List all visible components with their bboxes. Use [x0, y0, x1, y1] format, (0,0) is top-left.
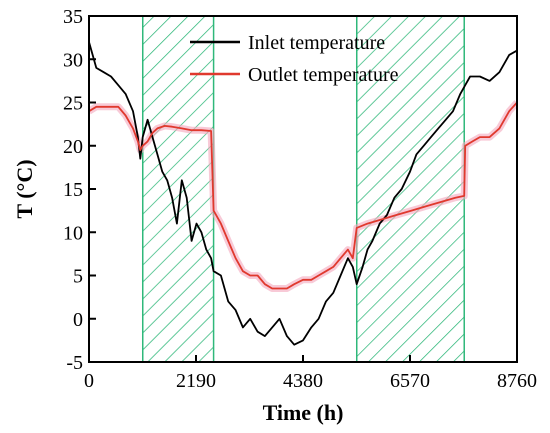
legend: Inlet temperature Outlet temperature — [190, 32, 399, 86]
x-axis-title: Time (h) — [263, 400, 344, 425]
y-tick-label: 15 — [63, 179, 83, 201]
x-tick-label: 0 — [84, 370, 94, 392]
y-tick-label: 5 — [73, 266, 83, 288]
shaded-region-1 — [141, 15, 215, 363]
y-tick-label: 35 — [63, 6, 83, 28]
y-axis: -5 0 5 10 15 20 25 30 35 — [63, 6, 96, 374]
x-tick-label: 8760 — [497, 370, 537, 392]
y-tick-label: -5 — [66, 352, 83, 374]
series-inlet-line — [89, 41, 517, 346]
series-layer — [89, 41, 517, 346]
shaded-region-2 — [355, 15, 465, 363]
x-tick-label: 4380 — [283, 370, 323, 392]
y-tick-label: 20 — [63, 136, 83, 158]
y-tick-label: 25 — [63, 93, 83, 115]
legend-label-outlet: Outlet temperature — [248, 64, 399, 86]
y-tick-label: 0 — [73, 309, 83, 331]
legend-label-inlet: Inlet temperature — [248, 32, 385, 54]
x-axis: 0 2190 4380 6570 8760 — [84, 355, 537, 392]
x-tick-label: 2190 — [176, 370, 216, 392]
y-tick-label: 30 — [63, 49, 83, 71]
y-tick-label: 10 — [63, 222, 83, 244]
y-axis-title: T (°C) — [12, 159, 37, 218]
x-tick-label: 6570 — [390, 370, 430, 392]
series-outlet-line — [89, 101, 517, 290]
